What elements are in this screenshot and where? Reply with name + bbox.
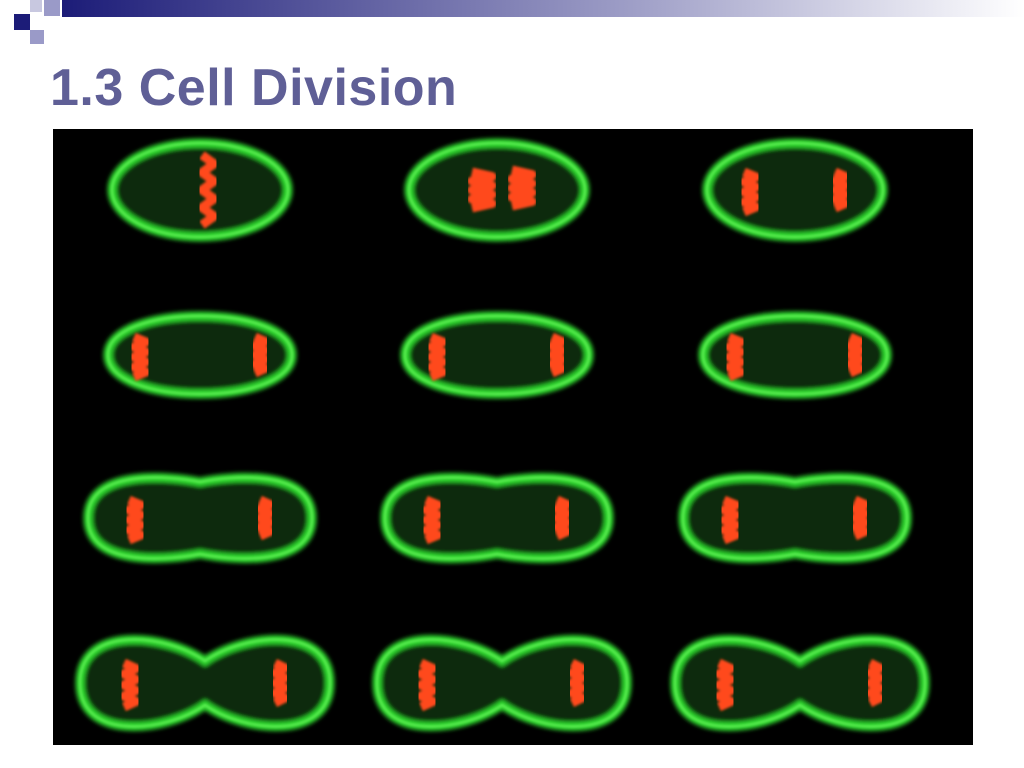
chromosomes [426, 332, 448, 382]
chromosomes [129, 332, 151, 382]
chromosomes [270, 658, 290, 708]
chromosomes [467, 167, 497, 213]
deco-square [14, 14, 30, 30]
cell-fibers [701, 315, 889, 395]
cell-fibers [106, 315, 294, 395]
chromosomes [119, 658, 141, 712]
chromosomes [719, 495, 741, 545]
cell-body [83, 473, 317, 563]
cell-fibers [383, 476, 611, 560]
header-bar [62, 0, 1024, 17]
cell-fibers [681, 476, 909, 560]
cell-fibers [673, 638, 927, 728]
chromosomes [724, 332, 746, 382]
cell-fibers [705, 142, 885, 238]
chromosomes [507, 165, 537, 211]
cell-fibers [407, 142, 587, 238]
slide-title: 1.3 Cell Division [50, 59, 458, 117]
chromosomes [850, 495, 870, 541]
deco-square [44, 0, 60, 16]
cell-fibers [403, 315, 591, 395]
chromosomes [416, 658, 438, 712]
cell-fibers [78, 638, 332, 728]
chromosomes [830, 167, 850, 213]
chromosomes [865, 658, 885, 708]
chromosomes [250, 332, 270, 378]
chromosomes [739, 167, 761, 217]
cell-body [678, 473, 912, 563]
chromosomes [845, 332, 865, 378]
chromosomes [714, 658, 736, 712]
chromosomes [124, 495, 146, 545]
chromosomes [552, 495, 572, 541]
cell-grid [75, 138, 930, 731]
deco-square [30, 30, 44, 44]
deco-square [30, 0, 42, 12]
cell-fibers [86, 476, 314, 560]
cell-fibers [110, 142, 290, 238]
chromosomes [255, 495, 275, 541]
chromosomes [421, 495, 443, 545]
cell-body [380, 473, 614, 563]
chromosomes [197, 151, 219, 229]
cell-fibers [375, 638, 629, 728]
chromosomes [547, 332, 567, 378]
chromosomes [567, 658, 587, 708]
